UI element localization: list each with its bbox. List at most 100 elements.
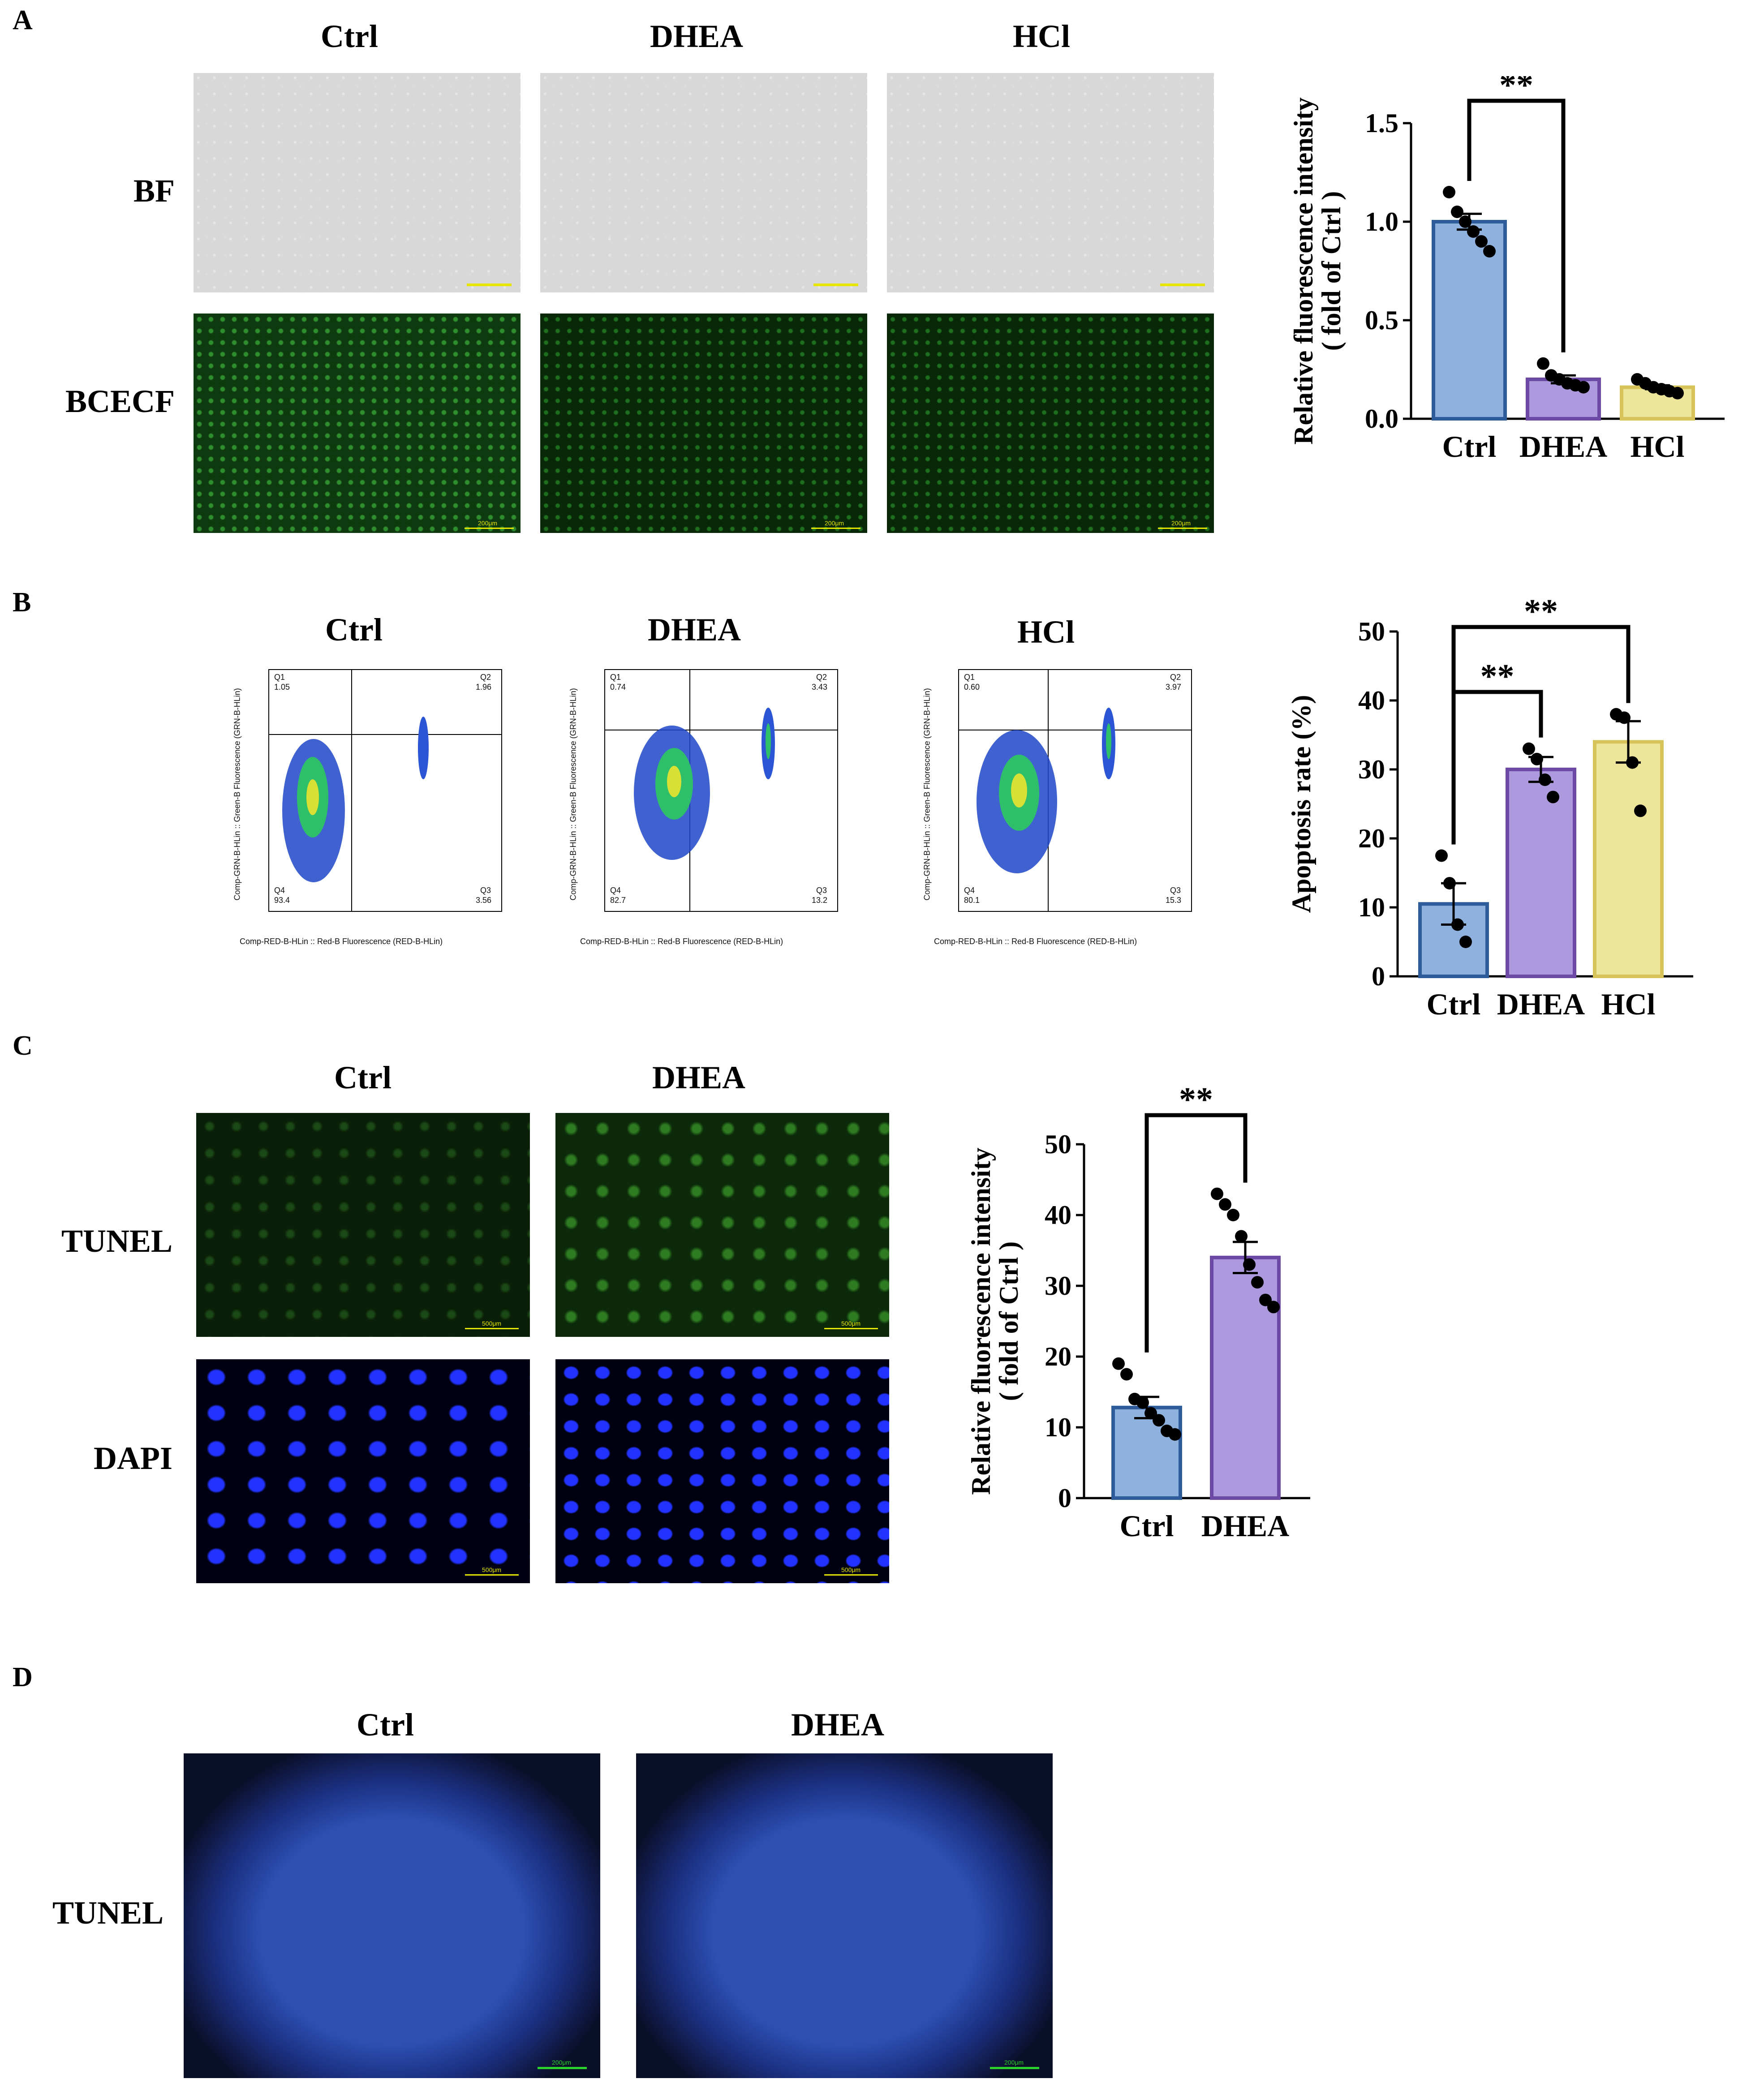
image-c-tunel-ctrl: 500μm xyxy=(196,1113,530,1337)
y-tick-label: 0 xyxy=(1058,1483,1071,1513)
bar-hcl xyxy=(1593,740,1664,978)
quadrant-q2-value: 3.97 xyxy=(1166,683,1182,692)
quadrant-q3-label: Q3 xyxy=(1170,886,1181,895)
significance-label: ** xyxy=(1480,657,1514,695)
panel-letter-d: D xyxy=(13,1662,33,1692)
panel-letter-c: C xyxy=(13,1031,33,1061)
quadrant-q4-label: Q4 xyxy=(964,886,975,895)
scale-label: 200μm xyxy=(478,520,498,527)
y-tick-label: 0 xyxy=(1372,962,1385,991)
y-tick-label: 30 xyxy=(1358,755,1385,784)
quadrant-q1-label: Q1 xyxy=(964,673,975,682)
significance-bracket xyxy=(1144,1113,1248,1353)
image-a-bcecf-hcl: 200μm xyxy=(887,314,1214,533)
data-point xyxy=(1120,1368,1133,1381)
data-point xyxy=(1443,186,1455,198)
quadrant-q3-value: 15.3 xyxy=(1166,896,1182,905)
bar-dhea xyxy=(1506,768,1576,978)
quadrant-q1-value: 0.74 xyxy=(610,683,626,692)
panel-a-row-bcecf: BCECF xyxy=(65,383,175,419)
image-c-dapi-ctrl: 500μm xyxy=(196,1359,530,1583)
data-point xyxy=(1671,387,1684,399)
y-tick-label: 1.0 xyxy=(1365,207,1398,236)
y-axis-label: Relative fluorescence intensity( fold of… xyxy=(1289,97,1346,444)
panel-a-col-dhea: DHEA xyxy=(650,18,744,54)
quadrant-q3-label: Q3 xyxy=(480,886,491,895)
image-a-bf-hcl xyxy=(887,73,1214,292)
x-tick-label: DHEA xyxy=(1497,987,1585,1021)
image-a-bf-ctrl xyxy=(194,73,521,292)
y-tick-label: 40 xyxy=(1045,1200,1071,1230)
flow-x-axis-label: Comp-RED-B-HLin :: Red-B Fluorescence (R… xyxy=(240,937,443,946)
bar-dhea xyxy=(1210,1255,1281,1500)
quadrant-q3-value: 3.56 xyxy=(476,896,492,905)
data-point xyxy=(1227,1209,1239,1221)
data-point xyxy=(1634,804,1647,817)
quadrant-q2-label: Q2 xyxy=(480,673,491,682)
panel-c-col-dhea: DHEA xyxy=(652,1060,746,1095)
data-point xyxy=(1243,1258,1256,1271)
scale-label: 500μm xyxy=(841,1566,861,1573)
data-point xyxy=(1251,1276,1264,1289)
x-tick-label: DHEA xyxy=(1519,430,1607,464)
flow-x-axis-label: Comp-RED-B-HLin :: Red-B Fluorescence (R… xyxy=(580,937,783,946)
quadrant-q2-value: 3.43 xyxy=(812,683,828,692)
y-tick-label: 40 xyxy=(1358,686,1385,715)
image-d-tunel-dhea: 200μm xyxy=(636,1753,1053,2078)
quadrant-q4-label: Q4 xyxy=(610,886,621,895)
chart-c-tunel-intensity: 0 10 20 30 40 50 Relative fluorescence intensi… xyxy=(968,1084,1310,1543)
flow-y-axis-label: Comp-GRN-B-HLin :: Green-B Fluorescence … xyxy=(232,688,242,901)
quadrant-q4-value: 82.7 xyxy=(610,896,626,905)
flow-plot-hcl: Q1 0.60 Q2 3.97 Q4 80.1 Q3 15.3 Comp-RED… xyxy=(896,663,1214,958)
data-point xyxy=(1475,235,1488,248)
flow-y-axis-label: Comp-GRN-B-HLin :: Green-B Fluorescence … xyxy=(922,688,932,901)
image-c-tunel-dhea: 500μm xyxy=(555,1113,889,1337)
quadrant-q2-label: Q2 xyxy=(1170,673,1181,682)
data-point xyxy=(1451,206,1463,218)
y-tick-label: 10 xyxy=(1358,893,1385,922)
panel-b-col-ctrl: Ctrl xyxy=(325,612,383,648)
x-tick-label: Ctrl xyxy=(1427,987,1481,1021)
data-point xyxy=(1626,756,1639,769)
quadrant-q4-label: Q4 xyxy=(274,886,285,895)
y-axis-label: Relative fluorescence intensity( fold of… xyxy=(968,1147,1024,1495)
quadrant-q3-label: Q3 xyxy=(816,886,827,895)
scale-label: 200μm xyxy=(825,520,844,527)
scale-label: 200μm xyxy=(1004,2059,1024,2066)
quadrant-q1-value: 1.05 xyxy=(274,683,290,692)
significance-label: ** xyxy=(1499,76,1533,104)
chart-b-apoptosis: 0 10 20 30 40 50 Apoptosis rate (%) Ctrl DHEA HCl… xyxy=(1286,596,1693,1021)
chart-a-fluorescence: 0.0 0.5 1.0 1.5 Relative fluorescence intens… xyxy=(1289,76,1725,464)
quadrant-q1-label: Q1 xyxy=(610,673,621,682)
data-point xyxy=(1523,742,1535,755)
data-point xyxy=(1618,711,1631,724)
data-point xyxy=(1483,245,1496,258)
panel-b-col-dhea: DHEA xyxy=(647,612,741,648)
image-a-bf-dhea xyxy=(540,73,867,292)
data-point xyxy=(1153,1414,1165,1427)
y-tick-label: 50 xyxy=(1358,617,1385,646)
x-tick-label: HCl xyxy=(1631,430,1685,464)
quadrant-q1-label: Q1 xyxy=(274,673,285,682)
scale-label: 500μm xyxy=(841,1320,861,1327)
data-point xyxy=(1267,1301,1280,1314)
significance-bracket xyxy=(1467,99,1566,352)
data-point xyxy=(1547,790,1559,803)
data-point xyxy=(1451,918,1464,931)
flow-plot-ctrl: Q1 1.05 Q2 1.96 Q4 93.4 Q3 3.56 Comp-RED… xyxy=(197,663,515,958)
data-point xyxy=(1531,752,1543,765)
y-tick-label: 1.5 xyxy=(1365,108,1398,138)
significance-label: ** xyxy=(1524,596,1558,630)
panel-b-col-hcl: HCl xyxy=(1017,614,1075,650)
data-point xyxy=(1235,1230,1248,1243)
data-point xyxy=(1136,1396,1149,1409)
quadrant-q4-value: 93.4 xyxy=(274,896,290,905)
y-tick-label: 10 xyxy=(1045,1413,1071,1442)
y-tick-label: 0.0 xyxy=(1365,404,1398,434)
significance-label: ** xyxy=(1179,1084,1213,1118)
scale-label: 500μm xyxy=(482,1320,502,1327)
x-tick-label: Ctrl xyxy=(1120,1509,1174,1543)
data-point xyxy=(1537,357,1549,370)
data-point xyxy=(1211,1187,1223,1200)
quadrant-q2-label: Q2 xyxy=(816,673,827,682)
